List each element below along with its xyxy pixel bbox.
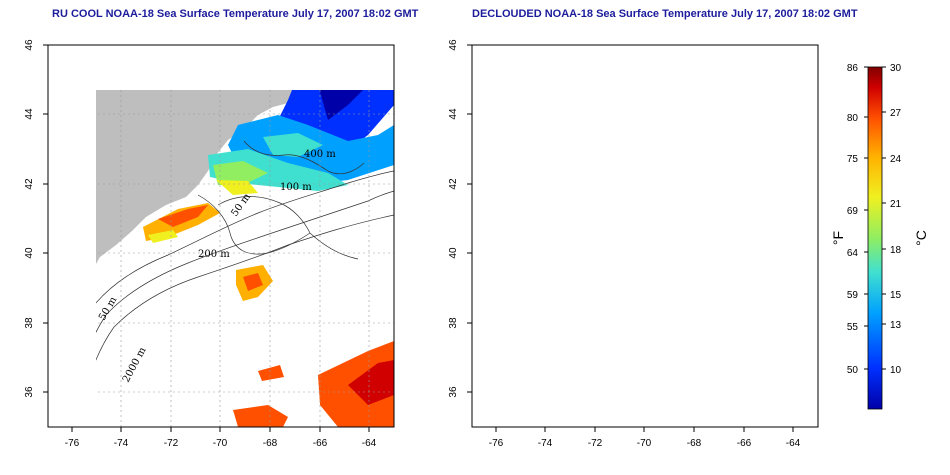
left-lon-tick: -68 (263, 438, 278, 449)
left-contour-label: 200 m (198, 249, 230, 260)
left-lon-tick: -72 (164, 438, 179, 449)
right-map-ocean (472, 45, 818, 427)
right-map-axes: -76 -74 -72 -70 -68 -66 -64 46 44 42 40 … (448, 39, 801, 449)
colorbar-f-tick: 55 (847, 322, 859, 333)
right-lon-tick: -68 (687, 438, 702, 449)
colorbar-c-tick: 18 (890, 245, 902, 256)
left-map-frame (47, 44, 395, 428)
colorbar-f-tick: 86 (847, 63, 859, 74)
left-map-axes: -76 -74 -72 -70 -68 -66 -64 46 44 42 40 … (24, 39, 377, 449)
colorbar-f-tick: 64 (847, 248, 859, 259)
right-map: 400 m 100 m 50 m 200 m 50 m 2000 m -76 -… (448, 39, 819, 449)
left-contour-label: 100 m (280, 182, 312, 193)
colorbar-f-tick: 75 (847, 154, 859, 165)
right-lat-tick: 42 (448, 178, 459, 190)
colorbar-gradient (867, 66, 883, 410)
colorbar-unit-celsius: °C (913, 230, 929, 246)
right-map-title: DECLOUDED NOAA-18 Sea Surface Temperatur… (472, 8, 858, 20)
colorbar-f-tick: 59 (847, 290, 859, 301)
right-lon-tick: -66 (737, 438, 752, 449)
colorbar-f-tick: 80 (847, 113, 859, 124)
colorbar-c-tick: 15 (890, 290, 902, 301)
temperature-colorbar: 86 80 75 69 64 59 55 50 30 27 24 21 18 1… (830, 63, 929, 410)
left-map: 400 m 100 m 50 m 200 m 50 m 2000 m -76 -… (24, 39, 395, 449)
left-lat-tick: 40 (24, 247, 35, 259)
colorbar-c-tick: 24 (890, 154, 902, 165)
left-lat-tick: 42 (24, 178, 35, 190)
colorbar-c-tick: 27 (890, 108, 902, 119)
left-lon-tick: -76 (65, 438, 80, 449)
colorbar-c-tick: 10 (890, 365, 902, 376)
colorbar-unit-fahrenheit: °F (830, 231, 846, 245)
right-lat-tick: 40 (448, 247, 459, 259)
colorbar-f-tick: 69 (847, 206, 859, 217)
left-lon-tick: -74 (114, 438, 129, 449)
right-map-frame (471, 44, 819, 428)
left-lat-tick: 44 (24, 108, 35, 120)
right-lon-tick: -70 (637, 438, 652, 449)
colorbar-c-tick: 13 (890, 320, 902, 331)
left-lat-tick: 36 (24, 386, 35, 398)
left-map-sst-field (143, 90, 394, 427)
right-lat-tick: 38 (448, 317, 459, 329)
colorbar-c-tick: 30 (890, 63, 902, 74)
colorbar-f-tick: 50 (847, 365, 859, 376)
left-lon-tick: -66 (313, 438, 328, 449)
right-lon-tick: -74 (538, 438, 553, 449)
left-lat-tick: 38 (24, 317, 35, 329)
colorbar-c-tick: 21 (890, 199, 902, 210)
left-lon-tick: -64 (362, 438, 377, 449)
left-contour-label: 400 m (304, 149, 336, 160)
left-lat-tick: 46 (24, 39, 35, 51)
right-lon-tick: -76 (489, 438, 504, 449)
left-map-title: RU COOL NOAA-18 Sea Surface Temperature … (52, 8, 419, 20)
left-lon-tick: -70 (213, 438, 228, 449)
right-lon-tick: -64 (786, 438, 801, 449)
right-lat-tick: 44 (448, 108, 459, 120)
right-lon-tick: -72 (588, 438, 603, 449)
right-lat-tick: 46 (448, 39, 459, 51)
right-lat-tick: 36 (448, 386, 459, 398)
